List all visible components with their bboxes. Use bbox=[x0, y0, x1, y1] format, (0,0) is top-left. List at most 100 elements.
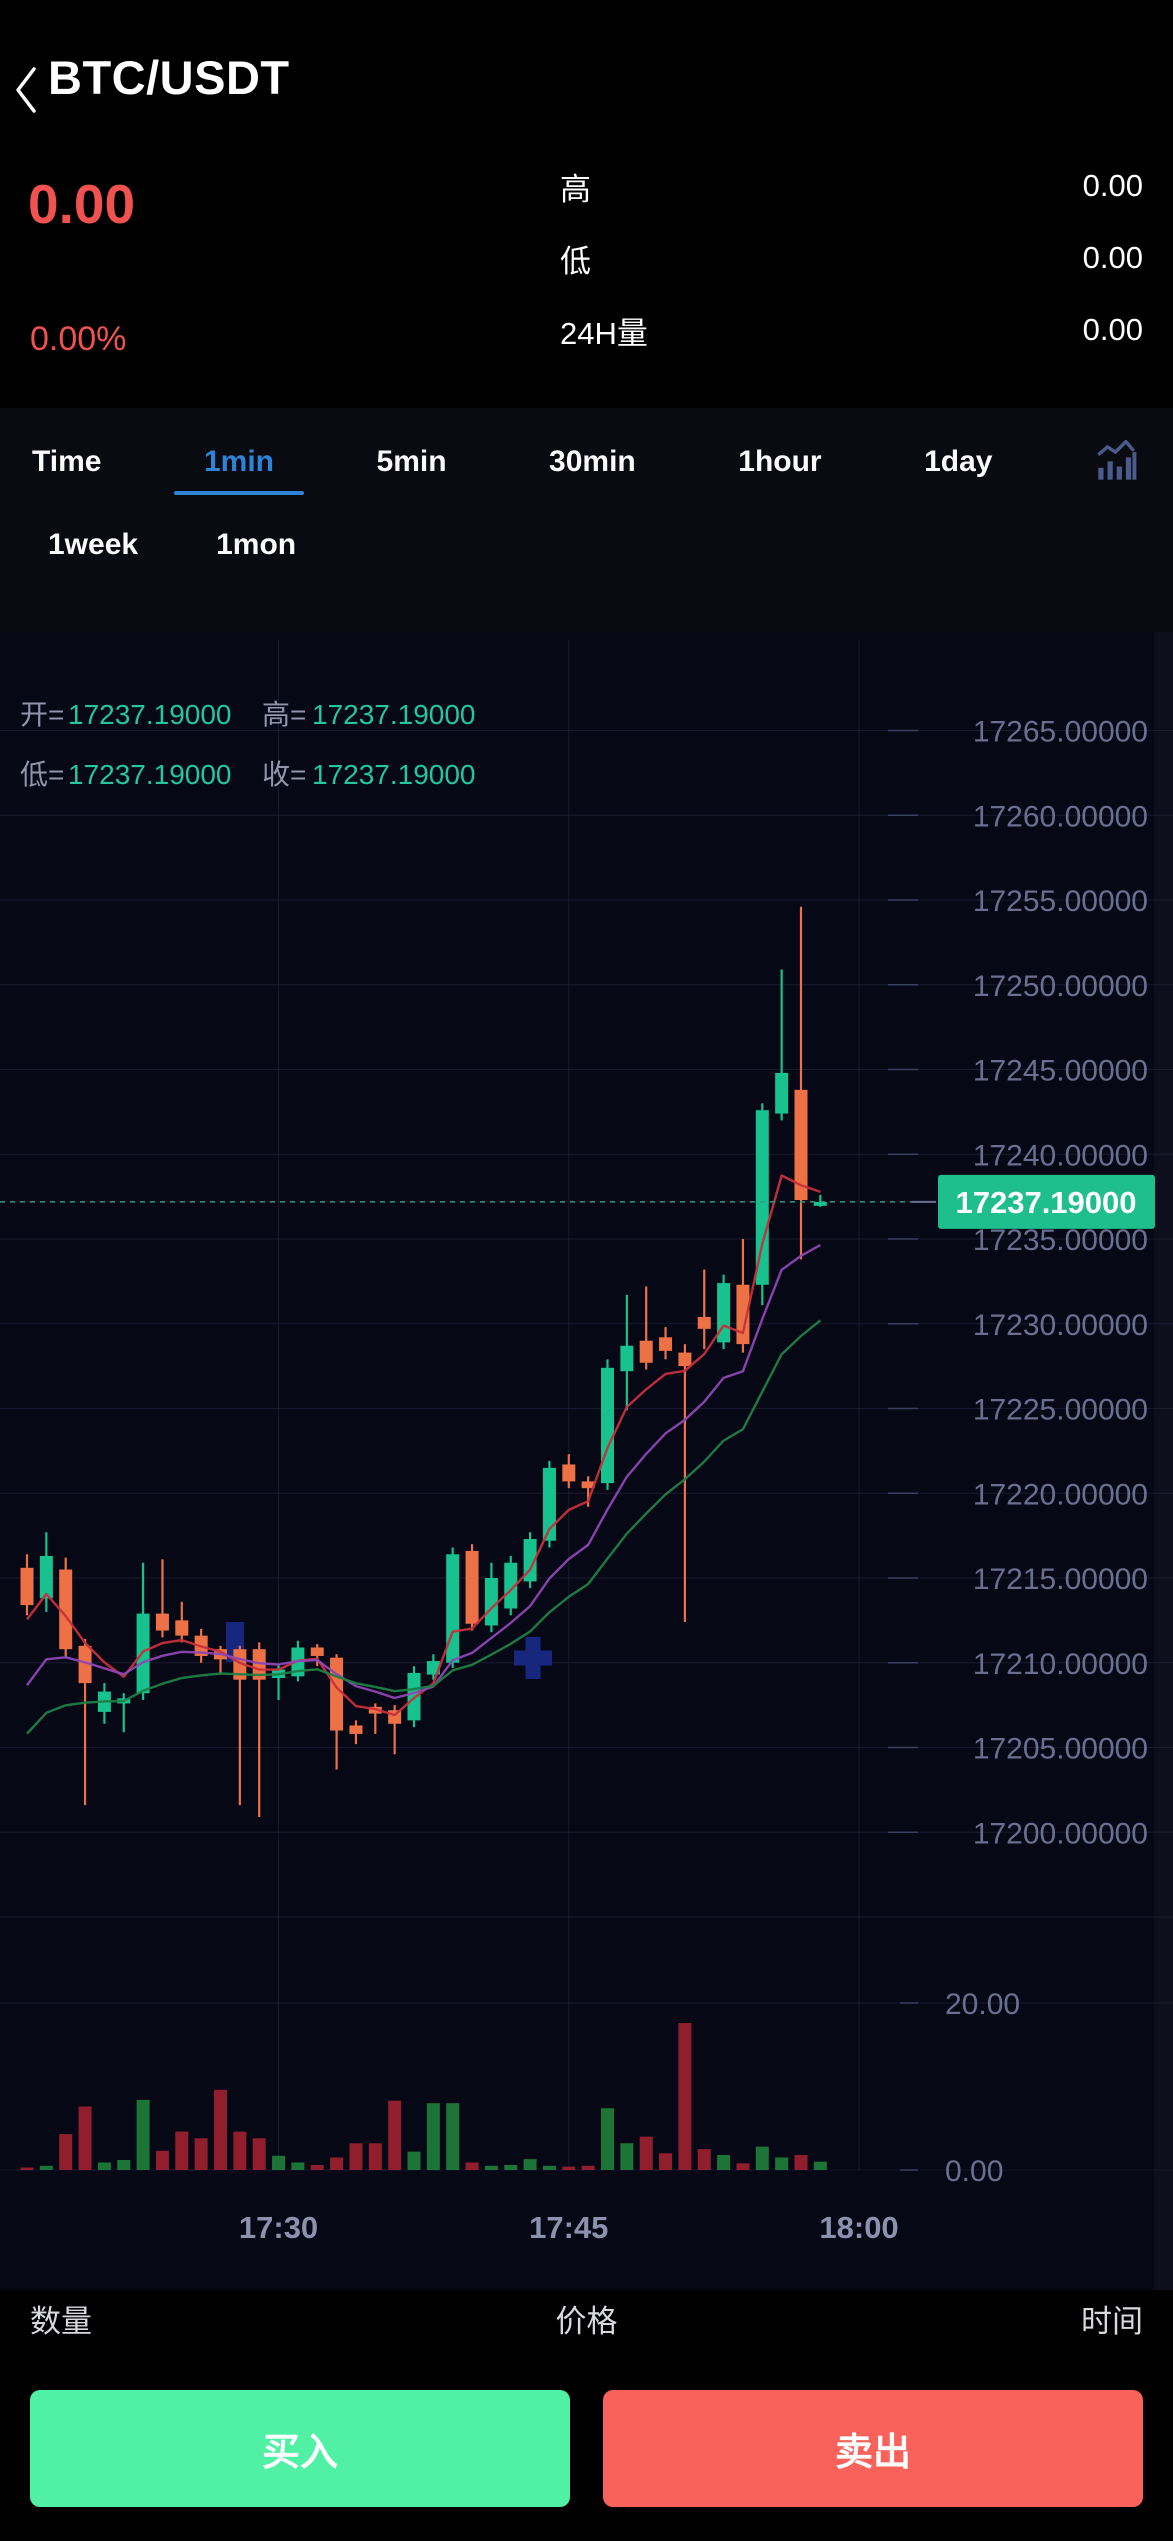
volume-bar bbox=[291, 2162, 305, 2170]
stat-value: 0.00 bbox=[1082, 168, 1143, 203]
stat-label: 高 bbox=[560, 171, 591, 207]
y-axis-label: 17210.00000 bbox=[973, 1648, 1148, 1681]
y-axis-label: 17200.00000 bbox=[973, 1817, 1148, 1850]
y-axis-label: 17255.00000 bbox=[973, 885, 1148, 918]
candle-body bbox=[775, 1072, 789, 1114]
sell-button[interactable]: 卖出 bbox=[603, 2390, 1143, 2507]
stat-label: 24H量 bbox=[560, 315, 648, 351]
candle-body bbox=[59, 1569, 73, 1650]
volume-bar bbox=[214, 2089, 227, 2170]
volume-bar bbox=[368, 2143, 382, 2170]
back-chevron-icon bbox=[16, 67, 36, 113]
tab-5min[interactable]: 5min bbox=[376, 445, 447, 478]
tab-1mon[interactable]: 1mon bbox=[216, 528, 297, 561]
stat-value: 0.00 bbox=[1082, 312, 1143, 347]
candle-body bbox=[39, 1555, 53, 1599]
volume-bar bbox=[175, 2131, 189, 2170]
chart-area[interactable]: 17265.00000 17260.00000 17255.00000 17250.0… bbox=[0, 632, 1173, 2290]
plus-marker bbox=[525, 1637, 541, 1679]
trade-col-header: 价格 bbox=[555, 2304, 618, 2339]
volume-bar bbox=[717, 2154, 731, 2170]
volume-bar bbox=[252, 2138, 266, 2170]
volume-bar bbox=[136, 2099, 150, 2170]
ma-mid-line bbox=[26, 1243, 821, 1700]
volume-bar bbox=[117, 2159, 131, 2170]
volume-bar bbox=[504, 2164, 518, 2170]
buy-button[interactable]: 买入 bbox=[30, 2390, 570, 2507]
volume-bar bbox=[39, 2165, 53, 2170]
trade-col-header: 数量 bbox=[30, 2304, 92, 2339]
y-axis-label: 17265.00000 bbox=[973, 716, 1148, 749]
y-axis-label: 17215.00000 bbox=[973, 1563, 1148, 1596]
volume-bar bbox=[426, 2103, 440, 2170]
interval-tab-row-2: 1week 1mon bbox=[0, 528, 1173, 562]
y-axis-label: 17250.00000 bbox=[973, 970, 1148, 1003]
tab-time[interactable]: Time bbox=[32, 445, 102, 478]
candle-body bbox=[446, 1554, 460, 1663]
volume-bar bbox=[194, 2138, 208, 2170]
chart-style-icon[interactable] bbox=[1095, 439, 1141, 486]
volume-bar bbox=[794, 2154, 808, 2170]
ma-slow-line bbox=[26, 1319, 822, 1735]
legend-label: 高= bbox=[262, 699, 306, 730]
y-axis-label: 17260.00000 bbox=[973, 800, 1148, 833]
tab-30min[interactable]: 30min bbox=[549, 445, 636, 478]
candle-body bbox=[755, 1110, 769, 1285]
interval-tab-row-1: Time 1min 5min 30min 1hour 1day bbox=[0, 408, 1173, 495]
volume-bar bbox=[697, 2149, 711, 2170]
price-change-percent: 0.00% bbox=[30, 320, 127, 358]
candle-body bbox=[465, 1550, 479, 1624]
volume-bar bbox=[736, 2163, 750, 2170]
x-axis-label: 17:30 bbox=[239, 2210, 318, 2245]
candle-body bbox=[155, 1613, 169, 1631]
legend-label: 开= bbox=[20, 699, 64, 730]
candle-body bbox=[639, 1340, 653, 1363]
volume-axis-label: 20.00 bbox=[945, 1988, 1020, 2021]
x-axis-label: 17:45 bbox=[529, 2210, 608, 2245]
tab-1hour[interactable]: 1hour bbox=[738, 445, 822, 478]
stat-row: 低 0.00 bbox=[560, 222, 1143, 294]
volume-bar bbox=[755, 2146, 769, 2170]
candlestick-chart[interactable]: 17265.00000 17260.00000 17255.00000 17250.0… bbox=[0, 632, 1173, 2290]
volume-bar bbox=[59, 2134, 73, 2170]
tab-1week[interactable]: 1week bbox=[48, 528, 139, 561]
candle-body bbox=[794, 1089, 808, 1201]
volume-bar bbox=[388, 2100, 402, 2170]
candle-body bbox=[659, 1337, 673, 1351]
candle-body bbox=[252, 1649, 266, 1680]
legend-value: 17237.19000 bbox=[312, 699, 476, 730]
legend-label: 收= bbox=[262, 759, 306, 790]
volume-bar bbox=[775, 2157, 789, 2170]
stat-label: 低 bbox=[560, 243, 591, 279]
y-axis-label: 17245.00000 bbox=[973, 1055, 1148, 1088]
candle-body bbox=[233, 1649, 247, 1680]
tab-1min[interactable]: 1min bbox=[173, 445, 305, 495]
candle-body bbox=[562, 1464, 576, 1482]
x-axis-label: 18:00 bbox=[819, 2210, 898, 2245]
volume-bar bbox=[562, 2166, 576, 2170]
trade-col-header: 时间 bbox=[1081, 2304, 1143, 2339]
candle-body bbox=[310, 1647, 324, 1656]
candle-body bbox=[601, 1367, 614, 1484]
volume-bar bbox=[484, 2165, 498, 2170]
y-axis-label: 17240.00000 bbox=[973, 1139, 1148, 1172]
volume-bar bbox=[581, 2165, 595, 2170]
tab-1day[interactable]: 1day bbox=[924, 445, 993, 478]
volume-bar bbox=[155, 2150, 169, 2170]
candle-body bbox=[78, 1645, 92, 1684]
candle-body bbox=[678, 1352, 692, 1367]
stat-row: 高 0.00 bbox=[560, 150, 1143, 222]
candle-body bbox=[581, 1481, 595, 1489]
volume-bar bbox=[659, 2153, 673, 2170]
volume-bar bbox=[349, 2143, 363, 2170]
volume-bar bbox=[523, 2159, 537, 2170]
candle-body bbox=[330, 1657, 344, 1731]
back-button[interactable] bbox=[10, 62, 44, 118]
candle-body bbox=[20, 1567, 34, 1606]
y-axis-label: 17225.00000 bbox=[973, 1394, 1148, 1427]
volume-bar bbox=[542, 2165, 556, 2170]
pair-title: BTC/USDT bbox=[48, 51, 290, 104]
stat-value: 0.00 bbox=[1082, 240, 1143, 275]
stat-row: 24H量 0.00 bbox=[560, 294, 1143, 366]
